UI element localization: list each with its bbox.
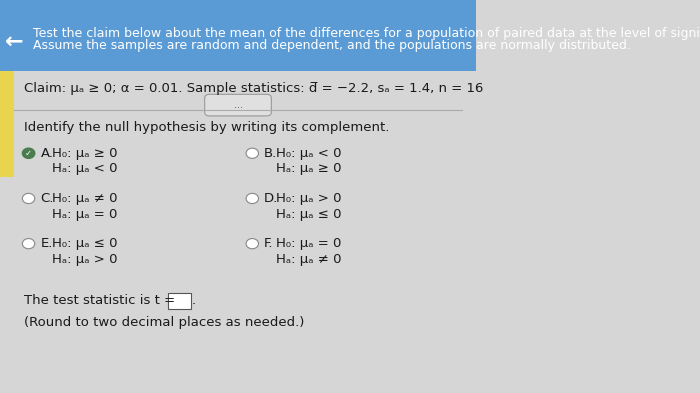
Circle shape — [246, 193, 258, 204]
Text: A.: A. — [41, 147, 53, 160]
Text: Hₐ: μₐ < 0: Hₐ: μₐ < 0 — [52, 162, 118, 176]
Circle shape — [246, 239, 258, 249]
Text: The test statistic is t =: The test statistic is t = — [24, 294, 179, 307]
Text: Hₐ: μₐ = 0: Hₐ: μₐ = 0 — [52, 208, 118, 221]
Text: .: . — [192, 294, 196, 307]
Text: ←: ← — [5, 31, 24, 51]
Text: ...: ... — [234, 100, 242, 110]
FancyBboxPatch shape — [168, 293, 191, 309]
FancyBboxPatch shape — [204, 94, 272, 116]
Text: D.: D. — [264, 192, 279, 205]
Text: B.: B. — [264, 147, 277, 160]
FancyBboxPatch shape — [0, 0, 476, 71]
Text: Identify the null hypothesis by writing its complement.: Identify the null hypothesis by writing … — [24, 121, 389, 134]
Text: (Round to two decimal places as needed.): (Round to two decimal places as needed.) — [24, 316, 304, 329]
Text: Test the claim below about the mean of the differences for a population of paire: Test the claim below about the mean of t… — [34, 27, 700, 40]
Text: H₀: μₐ < 0: H₀: μₐ < 0 — [276, 147, 342, 160]
Text: C.: C. — [41, 192, 54, 205]
Text: H₀: μₐ > 0: H₀: μₐ > 0 — [276, 192, 342, 205]
FancyBboxPatch shape — [0, 71, 14, 177]
Text: Hₐ: μₐ ≠ 0: Hₐ: μₐ ≠ 0 — [276, 253, 342, 266]
Text: H₀: μₐ ≤ 0: H₀: μₐ ≤ 0 — [52, 237, 118, 250]
Text: Hₐ: μₐ > 0: Hₐ: μₐ > 0 — [52, 253, 118, 266]
Text: H₀: μₐ = 0: H₀: μₐ = 0 — [276, 237, 342, 250]
Text: F.: F. — [264, 237, 274, 250]
Circle shape — [22, 193, 35, 204]
Text: Assume the samples are random and dependent, and the populations are normally di: Assume the samples are random and depend… — [34, 39, 631, 52]
Text: Hₐ: μₐ ≤ 0: Hₐ: μₐ ≤ 0 — [276, 208, 342, 221]
Text: Hₐ: μₐ ≥ 0: Hₐ: μₐ ≥ 0 — [276, 162, 342, 176]
Text: Claim: μₐ ≥ 0; α = 0.01. Sample statistics: d̅ = −2.2, sₐ = 1.4, n = 16: Claim: μₐ ≥ 0; α = 0.01. Sample statisti… — [24, 82, 483, 95]
Text: H₀: μₐ ≠ 0: H₀: μₐ ≠ 0 — [52, 192, 118, 205]
Text: ✓: ✓ — [25, 149, 32, 158]
Text: E.: E. — [41, 237, 52, 250]
Circle shape — [22, 239, 35, 249]
Circle shape — [22, 148, 35, 158]
Circle shape — [246, 148, 258, 158]
FancyBboxPatch shape — [0, 71, 476, 393]
Text: H₀: μₐ ≥ 0: H₀: μₐ ≥ 0 — [52, 147, 118, 160]
